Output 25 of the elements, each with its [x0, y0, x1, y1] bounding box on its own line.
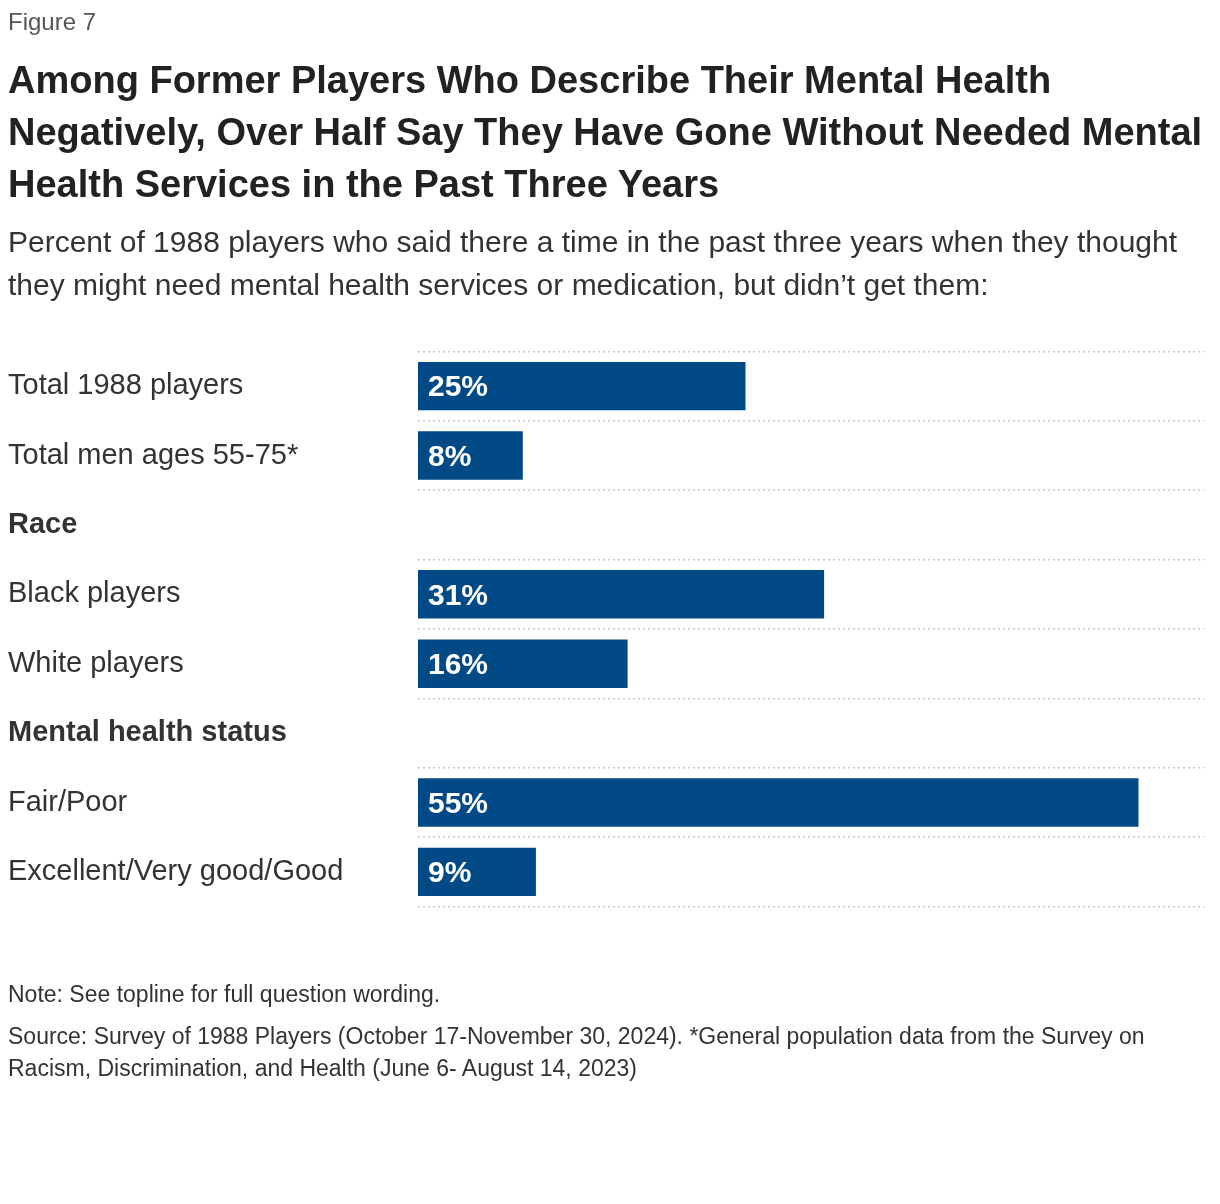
chart-subtitle: Percent of 1988 players who said there a time in the past three years when they thought they might need mental health services or medication, but didn’t get them: [8, 224, 1179, 303]
data-label: 8% [428, 438, 472, 472]
bar [418, 639, 628, 688]
data-label: 31% [428, 577, 489, 611]
y-tick-label: Total 1988 players [8, 368, 244, 401]
data-label: 55% [428, 785, 489, 819]
y-tick-label: White players [8, 645, 184, 678]
bar [418, 778, 1139, 827]
bar [418, 847, 536, 897]
source-note: Source: Survey of 1988 Players (October 17-November 30, 2024). *General population data from the Survey on Racism, Discrimination, and Health (June 6- August 14, 2023) [8, 1022, 1146, 1083]
y-tick-label: Race [8, 506, 78, 539]
y-tick-label: Fair/Poor [8, 784, 128, 817]
y-tick-label: Mental health status [8, 715, 287, 748]
bar [418, 361, 746, 411]
y-tick-label: Excellent/Very good/Good [8, 853, 344, 886]
data-label: 9% [428, 855, 472, 889]
y-tick-label: Total men ages 55-75* [8, 437, 299, 470]
data-label: 16% [428, 646, 489, 680]
bar [418, 431, 523, 480]
y-tick-label: Black players [8, 576, 181, 609]
chart-title: Among Former Players Who Describe Their Mental Health Negatively, Over Half Say They Have Gone Without Needed Mental Health Services in the Past Three Years [8, 58, 1204, 207]
caption: Figure 7 [8, 8, 98, 36]
bar [418, 570, 825, 619]
text: Note: See topline for full question wording. [8, 980, 442, 1009]
data-label: 25% [428, 369, 489, 403]
